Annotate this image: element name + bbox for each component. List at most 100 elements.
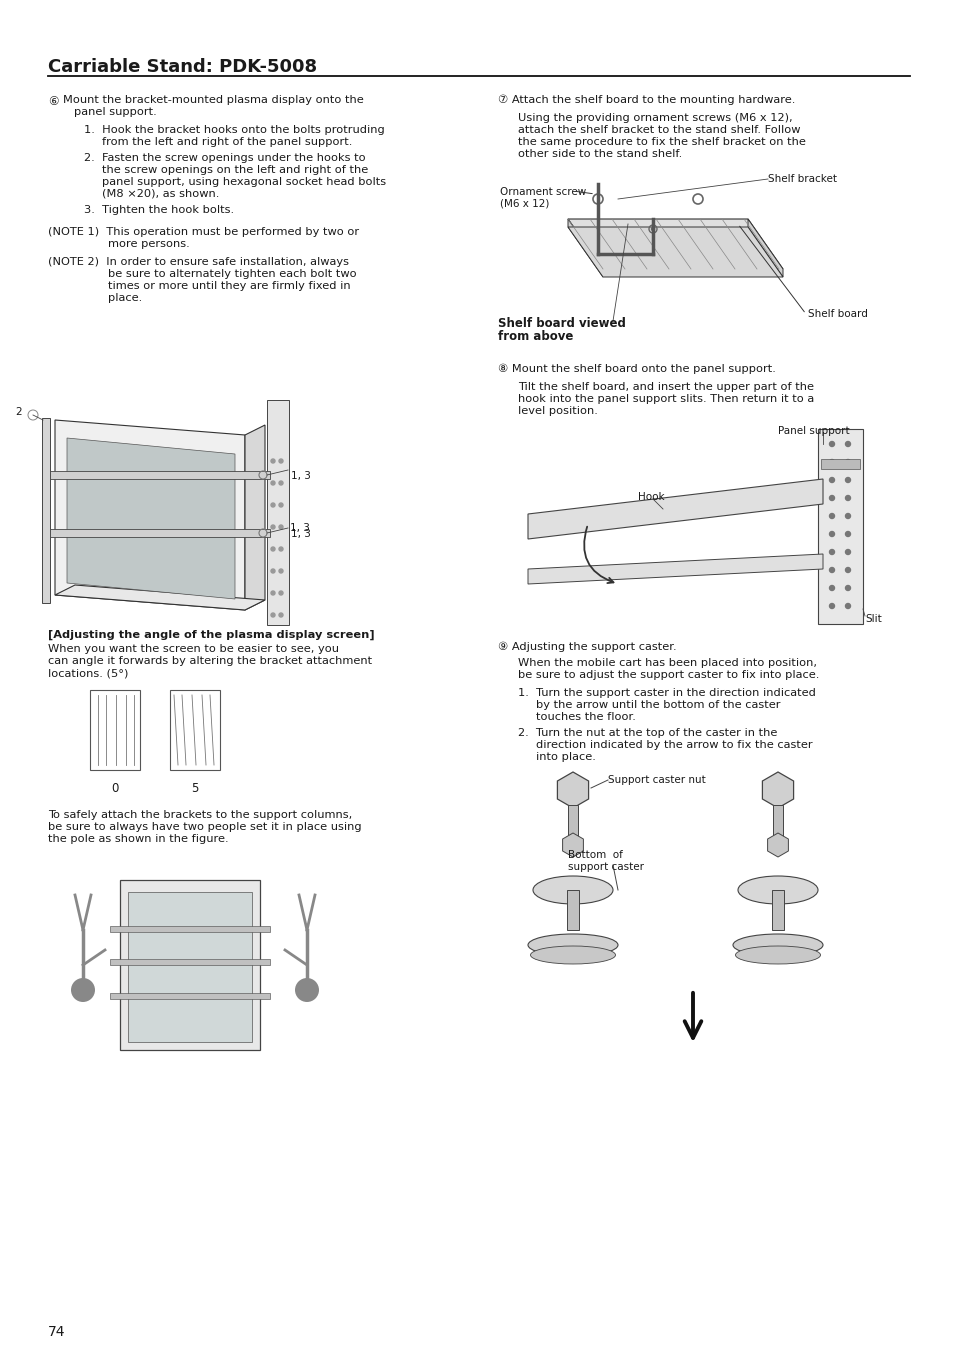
- Polygon shape: [747, 219, 782, 277]
- Circle shape: [828, 531, 834, 536]
- Text: Shelf board viewed: Shelf board viewed: [497, 317, 625, 330]
- Polygon shape: [67, 438, 234, 598]
- Text: place.: place.: [108, 293, 142, 303]
- Circle shape: [271, 613, 274, 617]
- Text: from the left and right of the panel support.: from the left and right of the panel sup…: [102, 136, 352, 147]
- Circle shape: [71, 978, 95, 1002]
- Text: the same procedure to fix the shelf bracket on the: the same procedure to fix the shelf brac…: [517, 136, 805, 147]
- Circle shape: [844, 567, 850, 573]
- Text: 74: 74: [48, 1325, 66, 1339]
- Ellipse shape: [738, 875, 817, 904]
- Text: support caster: support caster: [567, 862, 643, 871]
- Text: direction indicated by the arrow to fix the caster: direction indicated by the arrow to fix …: [536, 740, 812, 750]
- Text: attach the shelf bracket to the stand shelf. Follow: attach the shelf bracket to the stand sh…: [517, 126, 800, 135]
- Bar: [566, 890, 578, 929]
- Circle shape: [278, 569, 283, 573]
- Text: panel support.: panel support.: [74, 107, 156, 118]
- Bar: [128, 892, 252, 1042]
- Bar: [110, 959, 270, 965]
- Polygon shape: [767, 834, 787, 857]
- Text: the screw openings on the left and right of the: the screw openings on the left and right…: [102, 165, 368, 176]
- Bar: [267, 400, 289, 626]
- Text: the pole as shown in the figure.: the pole as shown in the figure.: [48, 834, 229, 844]
- Circle shape: [828, 477, 834, 482]
- Bar: [567, 805, 578, 840]
- Circle shape: [278, 590, 283, 594]
- Text: 2.  Fasten the screw openings under the hooks to: 2. Fasten the screw openings under the h…: [84, 153, 365, 163]
- Text: more persons.: more persons.: [108, 239, 190, 249]
- Text: Shelf board: Shelf board: [807, 309, 867, 319]
- Bar: [110, 925, 270, 932]
- Text: When you want the screen to be easier to see, you: When you want the screen to be easier to…: [48, 644, 338, 654]
- Text: Support caster nut: Support caster nut: [607, 775, 705, 785]
- Text: by the arrow until the bottom of the caster: by the arrow until the bottom of the cas…: [536, 700, 780, 711]
- Polygon shape: [761, 771, 793, 808]
- Polygon shape: [55, 585, 265, 611]
- Text: 1.  Turn the support caster in the direction indicated: 1. Turn the support caster in the direct…: [517, 688, 815, 698]
- Circle shape: [828, 442, 834, 446]
- Polygon shape: [527, 480, 822, 539]
- Bar: [821, 459, 859, 469]
- Polygon shape: [527, 554, 822, 584]
- Text: Hook: Hook: [638, 492, 664, 503]
- Text: 3.  Tighten the hook bolts.: 3. Tighten the hook bolts.: [84, 205, 233, 215]
- Circle shape: [271, 503, 274, 507]
- Text: 1, 3: 1, 3: [291, 471, 311, 481]
- Text: Slit: Slit: [864, 613, 881, 624]
- Circle shape: [844, 531, 850, 536]
- Ellipse shape: [735, 946, 820, 965]
- Text: When the mobile cart has been placed into position,: When the mobile cart has been placed int…: [517, 658, 816, 667]
- Polygon shape: [557, 771, 588, 808]
- Circle shape: [844, 513, 850, 519]
- Circle shape: [828, 604, 834, 608]
- Circle shape: [271, 569, 274, 573]
- Circle shape: [828, 550, 834, 554]
- Circle shape: [828, 496, 834, 500]
- Polygon shape: [567, 219, 782, 269]
- Text: Panel support: Panel support: [778, 426, 849, 436]
- Circle shape: [278, 481, 283, 485]
- Circle shape: [271, 459, 274, 463]
- Text: Carriable Stand: PDK-5008: Carriable Stand: PDK-5008: [48, 58, 316, 76]
- Circle shape: [844, 459, 850, 465]
- Polygon shape: [562, 834, 583, 857]
- Circle shape: [844, 585, 850, 590]
- Text: times or more until they are firmly fixed in: times or more until they are firmly fixe…: [108, 281, 351, 290]
- Text: Mount the bracket-mounted plasma display onto the: Mount the bracket-mounted plasma display…: [63, 95, 363, 105]
- Circle shape: [278, 503, 283, 507]
- Circle shape: [844, 496, 850, 500]
- Polygon shape: [245, 426, 265, 611]
- Circle shape: [271, 590, 274, 594]
- Bar: [90, 690, 140, 770]
- Text: (NOTE 2)  In order to ensure safe installation, always: (NOTE 2) In order to ensure safe install…: [48, 257, 349, 267]
- Circle shape: [278, 547, 283, 551]
- Text: Shelf bracket: Shelf bracket: [767, 174, 836, 184]
- Bar: [50, 471, 270, 480]
- Text: Using the providing ornament screws (M6 x 12),: Using the providing ornament screws (M6 …: [517, 113, 792, 123]
- Polygon shape: [55, 420, 245, 611]
- Text: be sure to alternately tighten each bolt two: be sure to alternately tighten each bolt…: [108, 269, 356, 280]
- Circle shape: [828, 513, 834, 519]
- Text: 2: 2: [15, 407, 22, 417]
- Text: (NOTE 1)  This operation must be performed by two or: (NOTE 1) This operation must be performe…: [48, 227, 358, 236]
- Polygon shape: [567, 219, 602, 277]
- Text: ⑥: ⑥: [48, 95, 58, 108]
- Circle shape: [844, 477, 850, 482]
- Circle shape: [278, 526, 283, 530]
- Text: be sure to always have two people set it in place using: be sure to always have two people set it…: [48, 821, 361, 832]
- Text: be sure to adjust the support caster to fix into place.: be sure to adjust the support caster to …: [517, 670, 819, 680]
- Text: (M6 x 12): (M6 x 12): [499, 199, 549, 209]
- Text: 1.  Hook the bracket hooks onto the bolts protruding: 1. Hook the bracket hooks onto the bolts…: [84, 126, 384, 135]
- Circle shape: [294, 978, 318, 1002]
- Text: ⑨ Adjusting the support caster.: ⑨ Adjusting the support caster.: [497, 642, 676, 653]
- Text: 1, 3: 1, 3: [291, 530, 311, 539]
- Text: level position.: level position.: [517, 407, 598, 416]
- Bar: [170, 690, 220, 770]
- Bar: [110, 993, 270, 998]
- Bar: [120, 880, 260, 1050]
- Circle shape: [828, 585, 834, 590]
- Circle shape: [271, 481, 274, 485]
- Circle shape: [651, 227, 654, 231]
- Text: panel support, using hexagonal socket head bolts: panel support, using hexagonal socket he…: [102, 177, 386, 186]
- Circle shape: [844, 550, 850, 554]
